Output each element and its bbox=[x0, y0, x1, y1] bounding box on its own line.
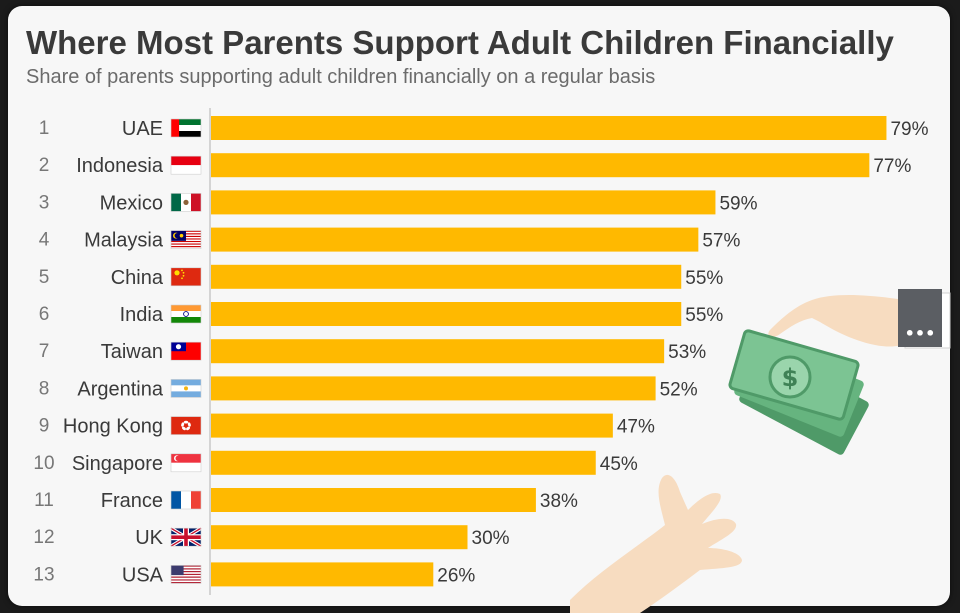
chart-row: 10 Singapore 45% bbox=[33, 450, 638, 475]
china-flag-icon bbox=[170, 267, 202, 287]
bar bbox=[211, 413, 613, 438]
category-label: Taiwan bbox=[101, 341, 163, 363]
bar bbox=[211, 302, 682, 326]
rank-label: 4 bbox=[39, 230, 50, 251]
bar bbox=[211, 488, 536, 512]
indonesia-flag-icon bbox=[170, 155, 202, 175]
value-label: 57% bbox=[702, 231, 740, 252]
chart-row: 11 France 38% bbox=[34, 488, 578, 512]
value-label: 55% bbox=[685, 305, 723, 326]
bar bbox=[211, 153, 870, 178]
chart-subtitle: Share of parents supporting adult childr… bbox=[26, 66, 656, 88]
argentina-flag-icon bbox=[170, 379, 202, 398]
category-label: UK bbox=[135, 527, 163, 549]
rank-label: 1 bbox=[39, 118, 50, 139]
chart-row: 7 Taiwan 53% bbox=[39, 339, 706, 364]
category-label: Argentina bbox=[77, 378, 163, 400]
category-label: Indonesia bbox=[76, 155, 164, 177]
malaysia-flag-icon bbox=[170, 230, 202, 249]
rank-label: 5 bbox=[39, 267, 50, 288]
chart-row: 4 Malaysia 57% bbox=[39, 227, 740, 252]
chart-row: 2 Indonesia 77% bbox=[39, 153, 911, 178]
rank-label: 9 bbox=[39, 416, 50, 437]
chart-row: 13 USA 26% bbox=[33, 562, 475, 587]
value-label: 26% bbox=[437, 565, 475, 586]
chart-row: 5 China 55% bbox=[39, 264, 723, 289]
bar bbox=[211, 227, 699, 252]
rank-label: 12 bbox=[33, 527, 54, 548]
chart-row: 1 UAE 79% bbox=[39, 116, 929, 140]
category-label: China bbox=[111, 267, 164, 289]
category-label: Singapore bbox=[72, 453, 163, 475]
chart-row: 9 Hong Kong 47% bbox=[39, 413, 655, 438]
rank-label: 13 bbox=[33, 564, 54, 585]
category-label: Hong Kong bbox=[63, 416, 163, 438]
category-label: France bbox=[101, 490, 163, 512]
value-label: 30% bbox=[472, 528, 510, 549]
rank-label: 8 bbox=[39, 378, 50, 399]
value-label: 52% bbox=[660, 379, 698, 400]
money-hand-illustration: $ bbox=[570, 292, 951, 613]
india-flag-icon bbox=[170, 304, 202, 324]
rank-label: 10 bbox=[33, 453, 54, 474]
rank-label: 7 bbox=[39, 341, 50, 362]
france-flag-icon bbox=[170, 490, 202, 510]
value-label: 47% bbox=[617, 417, 655, 438]
uk-flag-icon bbox=[170, 526, 202, 548]
value-label: 45% bbox=[600, 454, 638, 475]
category-label: India bbox=[120, 304, 164, 326]
plot-area: 1 UAE 79% 2 Indonesia 77% 3 Mexico 59% 4 Malaysia 5… bbox=[33, 108, 929, 595]
chart-row: 6 India 55% bbox=[39, 302, 723, 326]
chart-row: 12 UK 30% bbox=[33, 525, 510, 550]
bar bbox=[211, 376, 656, 401]
category-label: UAE bbox=[122, 118, 163, 140]
rank-label: 11 bbox=[34, 490, 54, 511]
rank-label: 3 bbox=[39, 192, 50, 213]
value-label: 59% bbox=[719, 193, 757, 214]
category-label: Mexico bbox=[100, 192, 163, 214]
usa-flag-icon bbox=[170, 565, 202, 584]
bar bbox=[211, 562, 434, 587]
value-label: 38% bbox=[540, 491, 578, 512]
value-label: 79% bbox=[890, 119, 928, 140]
rank-label: 6 bbox=[39, 304, 50, 325]
mexico-flag-icon bbox=[170, 193, 202, 212]
hong-kong-flag-icon bbox=[170, 416, 202, 435]
receiving-hand-icon bbox=[570, 474, 742, 613]
value-label: 55% bbox=[685, 268, 723, 289]
bar bbox=[211, 339, 665, 364]
taiwan-flag-icon bbox=[170, 341, 202, 361]
category-label: USA bbox=[122, 564, 164, 586]
singapore-flag-icon bbox=[170, 453, 202, 473]
chart-row: 3 Mexico 59% bbox=[39, 190, 758, 215]
more-options-button[interactable]: ••• bbox=[898, 289, 942, 347]
category-label: Malaysia bbox=[84, 230, 164, 252]
rank-label: 2 bbox=[39, 155, 50, 176]
chart-title: Where Most Parents Support Adult Childre… bbox=[26, 24, 894, 61]
value-label: 77% bbox=[873, 156, 911, 177]
uae-flag-icon bbox=[170, 118, 202, 138]
svg-text:$: $ bbox=[782, 364, 799, 392]
bar bbox=[211, 450, 596, 475]
value-label: 53% bbox=[668, 342, 706, 363]
bar bbox=[211, 116, 887, 140]
bar bbox=[211, 264, 682, 289]
bar bbox=[211, 190, 716, 215]
banknotes-icon: $ bbox=[728, 329, 869, 455]
chart-row: 8 Argentina 52% bbox=[39, 376, 698, 401]
bar bbox=[211, 525, 468, 550]
